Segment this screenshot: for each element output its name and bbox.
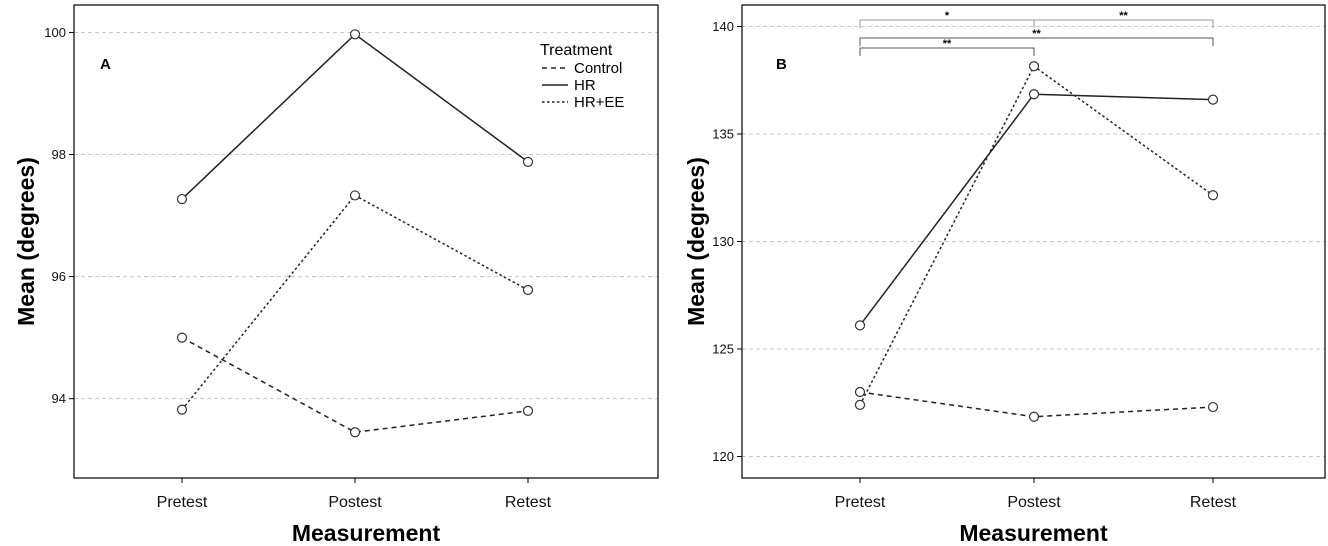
significance-label: ** [943, 38, 952, 50]
y-tick-label: 140 [712, 19, 734, 34]
y-axis-title: Mean (degrees) [683, 157, 709, 326]
data-point-hr [1028, 89, 1040, 100]
data-point-control [176, 332, 188, 343]
y-tick-label: 96 [52, 269, 66, 284]
series-line-hr [859, 93, 1214, 326]
legend-entry: HR [574, 77, 596, 94]
significance-bracket [859, 37, 1214, 46]
y-tick-label: 100 [44, 25, 66, 40]
x-tick-label: Postest [328, 494, 382, 511]
x-tick-label: Postest [1007, 494, 1061, 511]
y-tick-label: 94 [52, 391, 66, 406]
significance-label: * [945, 10, 950, 22]
x-axis-title: Measurement [959, 520, 1108, 546]
legend-entry: Control [574, 60, 622, 77]
y-tick-label: 125 [712, 342, 734, 357]
significance-bracket [859, 47, 1035, 56]
series-line-hr [181, 33, 529, 200]
series-line-hr-ee [859, 65, 1214, 406]
data-point-hr [349, 29, 361, 40]
plot-frame [73, 4, 659, 479]
significance-label: ** [1119, 10, 1128, 22]
panel-a: 94 96 98 100 Pretest Postest Retest Measurement… [13, 4, 659, 546]
legend-entry: HR+EE [574, 94, 624, 111]
series-line-control [181, 336, 529, 433]
data-point-control [522, 405, 534, 416]
data-point-hr [854, 320, 866, 331]
panel-label: A [100, 56, 111, 73]
data-point-hr-ee [349, 190, 361, 201]
data-point-control [349, 427, 361, 438]
panel-label: B [776, 56, 787, 73]
y-axis-title: Mean (degrees) [13, 157, 39, 326]
x-tick-label: Retest [1190, 494, 1237, 511]
y-tick-label: 135 [712, 127, 734, 142]
significance-bracket [1033, 19, 1214, 28]
y-tick-label: 130 [712, 234, 734, 249]
data-point-hr-ee [1207, 190, 1219, 201]
series-line-hr-ee [181, 194, 529, 411]
y-tick-label: 120 [712, 449, 734, 464]
legend-title: Treatment [540, 42, 613, 59]
data-point-hr [522, 156, 534, 167]
y-tick-label: 98 [52, 147, 66, 162]
data-point-hr-ee [854, 399, 866, 410]
data-point-hr [1207, 94, 1219, 105]
data-point-control [1207, 401, 1219, 413]
data-point-hr-ee [176, 404, 188, 415]
x-tick-label: Retest [505, 494, 552, 511]
data-point-hr-ee [1028, 61, 1040, 72]
x-tick-label: Pretest [835, 494, 886, 511]
x-axis-title: Measurement [292, 520, 441, 546]
data-point-control [1028, 411, 1040, 422]
data-point-hr-ee [522, 284, 534, 296]
data-point-hr [176, 193, 188, 205]
data-point-control [854, 386, 866, 398]
panel-b: 120 125 130 135 140 Pretest Postest Retest Measu… [683, 4, 1326, 546]
significance-label: ** [1032, 28, 1041, 40]
x-tick-label: Pretest [157, 494, 208, 511]
